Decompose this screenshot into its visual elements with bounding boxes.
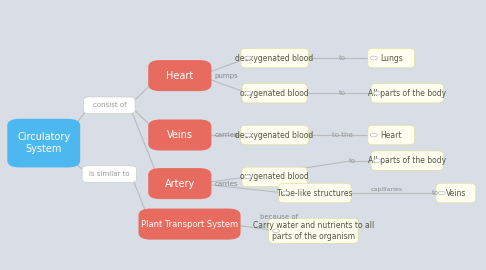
FancyBboxPatch shape [368, 125, 415, 145]
Text: deoxygenated blood: deoxygenated blood [235, 130, 314, 140]
FancyBboxPatch shape [241, 48, 308, 68]
Circle shape [244, 133, 251, 137]
Text: to: to [339, 90, 346, 96]
FancyBboxPatch shape [241, 125, 308, 145]
FancyBboxPatch shape [148, 60, 211, 91]
FancyBboxPatch shape [269, 218, 358, 243]
Circle shape [374, 159, 381, 163]
FancyBboxPatch shape [371, 83, 443, 103]
Circle shape [244, 91, 251, 95]
Text: Tube-like structures: Tube-like structures [277, 188, 353, 198]
FancyBboxPatch shape [139, 208, 241, 240]
FancyBboxPatch shape [148, 119, 211, 151]
Text: Circulatory
System: Circulatory System [17, 132, 70, 154]
Text: Carry water and nutrients to all
parts of the organism: Carry water and nutrients to all parts o… [253, 221, 374, 241]
Text: to: to [349, 158, 356, 164]
FancyBboxPatch shape [242, 167, 307, 187]
Text: deoxygenated blood: deoxygenated blood [235, 53, 314, 63]
Text: to: to [432, 190, 439, 196]
Text: oxygenated blood: oxygenated blood [240, 172, 309, 181]
Circle shape [374, 91, 381, 95]
FancyBboxPatch shape [368, 48, 415, 68]
Text: Plant Transport System: Plant Transport System [141, 220, 238, 229]
FancyBboxPatch shape [242, 83, 307, 103]
Text: to the: to the [332, 132, 353, 138]
Circle shape [370, 56, 377, 60]
Text: consist of: consist of [92, 102, 126, 108]
FancyBboxPatch shape [279, 183, 351, 203]
Text: All parts of the body: All parts of the body [368, 89, 446, 98]
Text: carries: carries [214, 181, 238, 187]
Text: Heart: Heart [166, 70, 193, 81]
FancyBboxPatch shape [436, 183, 476, 203]
FancyBboxPatch shape [7, 119, 80, 167]
Circle shape [370, 133, 377, 137]
Text: All parts of the body: All parts of the body [368, 156, 446, 165]
Circle shape [438, 191, 445, 195]
Circle shape [244, 175, 251, 179]
Text: is similar to: is similar to [89, 171, 130, 177]
Text: Heart: Heart [381, 130, 402, 140]
Text: because of: because of [260, 214, 298, 220]
Text: Veins: Veins [446, 188, 466, 198]
Circle shape [282, 191, 289, 195]
FancyBboxPatch shape [371, 151, 443, 170]
Text: oxygenated blood: oxygenated blood [240, 89, 309, 98]
Text: Artery: Artery [165, 178, 195, 189]
Text: capillaries: capillaries [370, 187, 402, 191]
Circle shape [273, 229, 279, 233]
FancyBboxPatch shape [148, 168, 211, 199]
Text: Veins: Veins [167, 130, 193, 140]
FancyBboxPatch shape [82, 166, 137, 183]
Text: pumps: pumps [214, 73, 238, 79]
Text: carries: carries [214, 132, 238, 138]
Circle shape [244, 56, 251, 60]
Text: Lungs: Lungs [380, 53, 402, 63]
Text: to: to [339, 55, 346, 61]
FancyBboxPatch shape [84, 97, 135, 114]
